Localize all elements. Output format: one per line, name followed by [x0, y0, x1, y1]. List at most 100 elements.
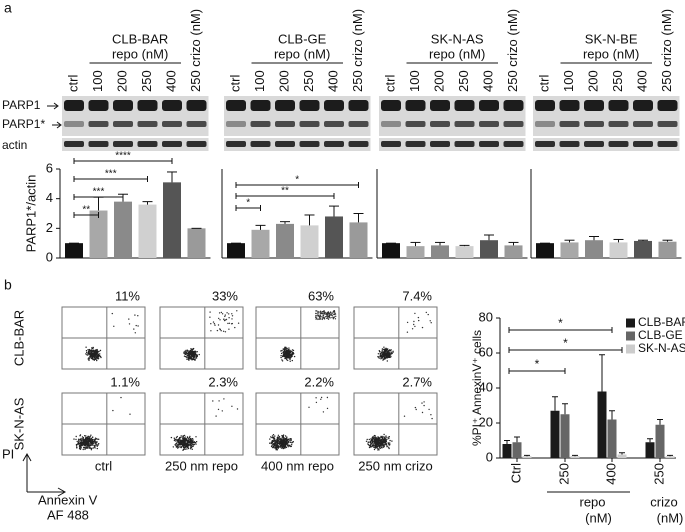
flow-dot	[188, 356, 191, 358]
flow-dot	[289, 354, 292, 356]
flow-dot	[383, 436, 385, 438]
flow-dot	[280, 444, 282, 447]
flow-dot	[383, 440, 386, 443]
flow-dot	[228, 313, 230, 315]
bar	[382, 243, 400, 258]
flow-dot	[320, 398, 322, 400]
flow-dot	[86, 443, 89, 445]
flow-dot	[113, 325, 115, 327]
blot-box	[379, 96, 526, 136]
flow-dot	[90, 449, 93, 451]
flow-dot	[272, 443, 275, 445]
flow-dot	[79, 444, 81, 447]
flow-dot	[91, 349, 93, 351]
flow-dot	[288, 438, 290, 440]
band	[186, 141, 207, 147]
flow-dot	[92, 442, 95, 444]
bar	[300, 225, 319, 258]
flow-dot	[272, 446, 274, 449]
flow-dot	[281, 434, 283, 437]
flow-dot	[186, 358, 188, 360]
flow-dot	[382, 443, 384, 445]
band	[226, 141, 246, 147]
lane-label: 100	[90, 70, 105, 92]
lane-label: 100	[407, 70, 422, 92]
bar	[560, 414, 570, 458]
flow-dot	[387, 356, 389, 359]
band	[479, 121, 499, 127]
flow-dot	[88, 354, 91, 356]
flow-dot	[212, 400, 214, 402]
flow-dot	[92, 441, 94, 443]
band	[381, 121, 401, 127]
flow-dot	[77, 438, 80, 440]
flow-dot	[373, 448, 376, 451]
flow-dot	[376, 446, 379, 448]
flow-dot	[287, 357, 289, 359]
flow-dot	[223, 319, 226, 322]
flow-dot	[196, 354, 198, 356]
flow-dot	[373, 439, 375, 441]
flow-dot	[135, 324, 137, 327]
flow-dot	[92, 355, 95, 357]
bar	[455, 246, 474, 258]
flow-dot	[85, 444, 87, 446]
significance-bracket	[508, 368, 566, 374]
lane-label: 100	[252, 70, 267, 92]
flow-dot	[213, 323, 216, 325]
flow-dot	[193, 443, 195, 446]
lane-label: 400	[634, 70, 649, 92]
bar	[187, 228, 206, 258]
bar	[349, 222, 368, 258]
flow-dot	[88, 352, 90, 354]
flow-dot	[291, 442, 293, 444]
flow-dot	[183, 437, 186, 439]
flow-dot	[377, 353, 380, 355]
flow-dot	[274, 440, 277, 442]
band	[584, 141, 604, 147]
flow-dot	[381, 444, 383, 446]
flow-dot	[385, 435, 387, 437]
flow-dot	[272, 446, 275, 448]
lane-label: 200	[431, 70, 446, 92]
flow-dot	[188, 352, 191, 354]
flow-dot	[88, 348, 91, 351]
bar	[163, 182, 181, 258]
flow-dot	[290, 438, 292, 440]
flow-dot	[192, 347, 195, 350]
flow-dot	[368, 438, 370, 441]
flow-dot	[285, 444, 287, 446]
significance-label: *	[558, 316, 563, 330]
lane-label: 100	[561, 70, 576, 92]
band	[657, 100, 678, 111]
flow-dot	[85, 437, 87, 439]
y-axis-label: PARP1*/actin	[23, 175, 38, 253]
flow-dot	[94, 357, 96, 360]
flow-dot	[185, 352, 187, 354]
lane-label: 250	[139, 70, 154, 92]
flow-dot	[384, 357, 386, 359]
flow-dot	[236, 408, 239, 410]
flow-dot	[175, 443, 177, 445]
flow-dot	[183, 448, 185, 450]
flow-dot	[195, 357, 198, 359]
flow-dot	[376, 444, 378, 447]
flow-dot	[388, 354, 391, 356]
flow-dot	[195, 443, 197, 445]
flow-dot	[366, 438, 368, 441]
flow-dot	[97, 357, 100, 359]
flow-dot	[276, 439, 278, 441]
flow-dot	[324, 316, 327, 318]
band	[608, 100, 629, 111]
flow-dot	[279, 437, 281, 439]
flow-dot	[193, 441, 195, 443]
band	[454, 100, 475, 111]
flow-dot	[137, 315, 139, 317]
flow-dot	[414, 325, 416, 328]
flow-dot	[237, 322, 240, 324]
flow-dot	[234, 326, 236, 329]
flow-dot	[228, 328, 230, 330]
flow-dot	[386, 351, 388, 353]
flow-dot	[186, 349, 188, 351]
flow-dot	[183, 442, 185, 444]
